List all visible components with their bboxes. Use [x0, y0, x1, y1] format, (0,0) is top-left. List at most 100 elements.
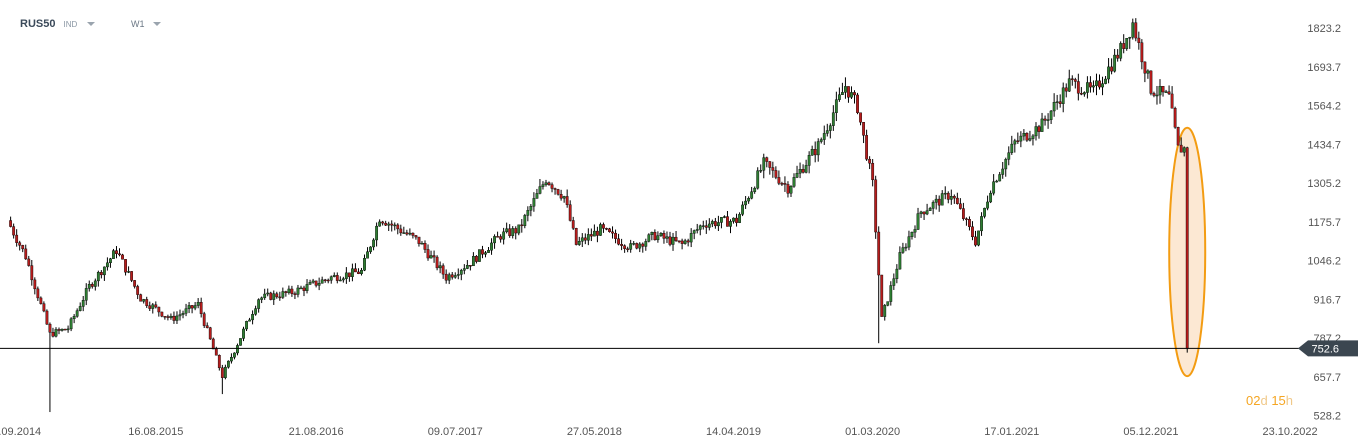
candle-body	[378, 221, 382, 227]
timeframe-selector[interactable]: W1	[131, 16, 161, 32]
candle-body	[75, 310, 79, 317]
candle-body	[417, 236, 421, 244]
candle-body	[677, 240, 681, 242]
candle-body	[544, 182, 548, 185]
candle-body	[614, 232, 617, 239]
candle-body	[381, 221, 385, 224]
candle-body	[844, 86, 847, 93]
candle-body	[568, 204, 572, 221]
candle-body	[1128, 37, 1132, 39]
candle-body	[402, 232, 406, 234]
candle-body	[465, 265, 469, 269]
candle-body	[1098, 80, 1101, 88]
candle-body	[63, 328, 67, 331]
candle-body	[583, 237, 587, 241]
candle-body	[317, 283, 321, 286]
candle-body	[798, 169, 802, 174]
y-tick-label: 1564.2	[1307, 101, 1341, 113]
candle-body	[586, 234, 590, 241]
candle-body	[332, 275, 336, 277]
candle-body	[263, 293, 267, 299]
candle-body	[508, 228, 512, 236]
candle-body	[656, 235, 660, 241]
candle-body	[713, 221, 717, 227]
candle-body	[1185, 147, 1189, 349]
candle-body	[1146, 70, 1150, 74]
candle-body	[692, 230, 696, 234]
candle-body	[671, 236, 675, 245]
candle-body	[444, 273, 448, 281]
candle-body	[124, 259, 127, 273]
candle-body	[813, 149, 817, 156]
candle-body	[940, 193, 944, 206]
candle-body	[822, 133, 826, 140]
candle-body	[1055, 101, 1059, 103]
candle-body	[816, 141, 820, 156]
candle-body	[112, 250, 115, 259]
candle-body	[172, 315, 176, 321]
candle-body	[475, 256, 478, 262]
candle-body	[90, 284, 94, 287]
candle-body	[680, 240, 684, 244]
candle-body	[136, 286, 140, 295]
candle-countdown: 02d 15h	[1246, 393, 1293, 408]
candle-body	[943, 192, 947, 195]
candle-body	[1022, 133, 1026, 137]
candle-body	[574, 228, 578, 245]
candle-body	[756, 170, 760, 189]
candle-body	[707, 223, 711, 228]
candle-body	[293, 293, 297, 295]
candle-body	[423, 243, 427, 250]
candle-body	[910, 231, 914, 237]
x-tick-label: 21.08.2016	[289, 426, 344, 438]
candle-body	[278, 296, 282, 299]
candle-body	[326, 279, 330, 282]
candle-body	[15, 234, 19, 243]
candle-body	[456, 274, 460, 276]
y-tick-label: 657.7	[1313, 372, 1341, 384]
x-tick-label: 21.09.2014	[0, 426, 41, 438]
candle-body	[48, 323, 52, 333]
candle-body	[856, 94, 859, 113]
candle-body	[462, 268, 466, 271]
candle-body	[958, 203, 962, 209]
candle-body	[1019, 135, 1023, 142]
candle-body	[281, 291, 285, 298]
candle-body	[783, 183, 787, 185]
candle-body	[937, 198, 941, 206]
candle-body	[335, 275, 339, 281]
candle-body	[580, 237, 584, 242]
candle-body	[414, 235, 418, 238]
candle-body	[983, 207, 986, 217]
candle-body	[934, 198, 938, 203]
candle-body	[305, 284, 309, 291]
candle-body	[420, 243, 424, 245]
candle-body	[759, 170, 763, 172]
candle-body	[768, 161, 772, 168]
symbol-selector[interactable]: RUS50 IND	[20, 16, 96, 32]
candle-body	[260, 297, 264, 300]
candle-body	[689, 233, 693, 243]
candle-body	[774, 170, 778, 178]
candle-body	[961, 208, 965, 219]
candle-body	[1043, 118, 1047, 121]
instrument-type: IND	[63, 19, 78, 29]
candle-body	[387, 223, 391, 226]
candle-body	[190, 305, 194, 309]
current-price-marker	[1298, 340, 1358, 357]
candle-body	[1125, 38, 1129, 49]
candle-body	[254, 308, 258, 315]
candle-body	[242, 328, 245, 339]
candle-body	[562, 196, 566, 199]
candle-body	[499, 236, 503, 240]
candle-body	[39, 297, 43, 304]
candle-body	[629, 243, 633, 250]
candle-body	[792, 177, 796, 187]
candle-body	[18, 242, 22, 246]
candle-body	[977, 230, 980, 246]
candle-body	[665, 236, 669, 239]
candle-body	[196, 302, 200, 306]
candle-body	[109, 258, 112, 264]
candle-body	[202, 313, 206, 326]
